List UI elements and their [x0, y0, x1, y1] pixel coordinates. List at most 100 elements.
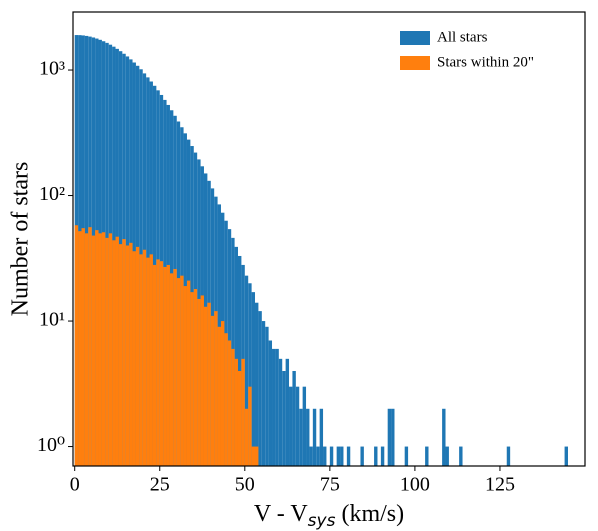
plot-area: [74, 35, 568, 467]
bar: [312, 408, 317, 466]
bar: [241, 358, 245, 466]
bar: [210, 315, 215, 466]
bar: [340, 446, 344, 466]
bar: [115, 236, 119, 466]
x-tick-label: 50: [235, 474, 255, 496]
bar: [220, 321, 225, 466]
x-axis-label: V - Vsys (km/s): [254, 501, 404, 531]
x-tick-label: 100: [400, 474, 430, 496]
bar: [197, 298, 201, 466]
bar: [404, 446, 409, 466]
bar: [244, 275, 249, 466]
bar: [108, 233, 113, 466]
bar: [217, 326, 221, 466]
bar: [360, 446, 364, 466]
bar: [190, 292, 194, 466]
bar: [95, 230, 99, 466]
bar: [203, 306, 208, 466]
bar: [272, 348, 276, 466]
bar: [285, 358, 290, 466]
bar: [275, 348, 279, 466]
bar: [442, 408, 446, 466]
bar: [142, 249, 147, 466]
bar: [265, 326, 269, 466]
x-axis-label-unit: (km/s): [335, 501, 404, 527]
bar: [316, 446, 320, 466]
bar: [156, 259, 160, 466]
bar: [258, 311, 262, 466]
bar: [122, 239, 126, 466]
bar: [207, 302, 211, 466]
bar: [193, 289, 198, 466]
bar: [186, 280, 191, 466]
bar: [506, 446, 511, 466]
bar: [163, 266, 167, 466]
bar: [261, 321, 266, 466]
bar: [234, 246, 238, 466]
bar: [214, 311, 218, 466]
bar: [101, 232, 106, 466]
bar: [146, 257, 150, 466]
y-tick-label: 10³: [39, 58, 65, 80]
y-tick-label: 10¹: [39, 309, 65, 331]
bar: [125, 245, 130, 466]
bar: [255, 302, 259, 466]
x-axis-label-sub: sys: [308, 511, 336, 531]
bar: [135, 246, 140, 466]
bar: [149, 254, 153, 466]
legend-label: All stars: [437, 29, 488, 45]
bar: [166, 264, 170, 466]
y-tick-label: 10²: [39, 183, 65, 205]
bar: [387, 408, 392, 466]
bar: [231, 348, 235, 466]
x-tick-label: 25: [150, 474, 170, 496]
bar: [391, 408, 395, 466]
bar: [374, 446, 378, 466]
x-tick-label: 75: [320, 474, 340, 496]
bar: [105, 237, 109, 466]
bar: [78, 231, 82, 466]
bar: [289, 386, 293, 466]
bar: [248, 386, 252, 466]
legend-swatch: [400, 31, 430, 45]
bar: [278, 358, 283, 466]
bar: [81, 228, 85, 466]
plot-frame: [72, 11, 586, 467]
bar: [159, 261, 164, 466]
bar: [564, 446, 568, 466]
bar: [152, 264, 157, 466]
bar: [118, 244, 123, 466]
bar: [323, 446, 327, 466]
bar: [292, 370, 296, 466]
bar: [183, 286, 187, 466]
bar: [248, 283, 252, 466]
bar: [346, 446, 351, 466]
bar: [84, 233, 89, 466]
bar: [237, 370, 242, 466]
bar: [91, 235, 96, 466]
bar: [169, 273, 174, 466]
bar: [74, 225, 79, 466]
x-axis-label-main: V - V: [254, 501, 308, 527]
bar: [129, 242, 133, 466]
y-axis-label: Number of stars: [8, 162, 34, 317]
bar: [132, 251, 136, 466]
bar: [302, 386, 307, 466]
bar: [98, 233, 102, 466]
bar: [282, 370, 286, 466]
bar: [309, 446, 313, 466]
legend-label: Stars within 20": [437, 54, 534, 70]
bar: [251, 292, 256, 466]
bar: [329, 446, 334, 466]
bar: [336, 446, 341, 466]
legend-swatch: [400, 56, 430, 70]
bar: [224, 333, 228, 466]
bar: [234, 358, 238, 466]
bar: [380, 446, 385, 466]
bar: [425, 446, 429, 466]
bar: [173, 268, 177, 466]
bar: [200, 295, 204, 466]
bar: [180, 275, 184, 466]
bar: [112, 240, 116, 466]
